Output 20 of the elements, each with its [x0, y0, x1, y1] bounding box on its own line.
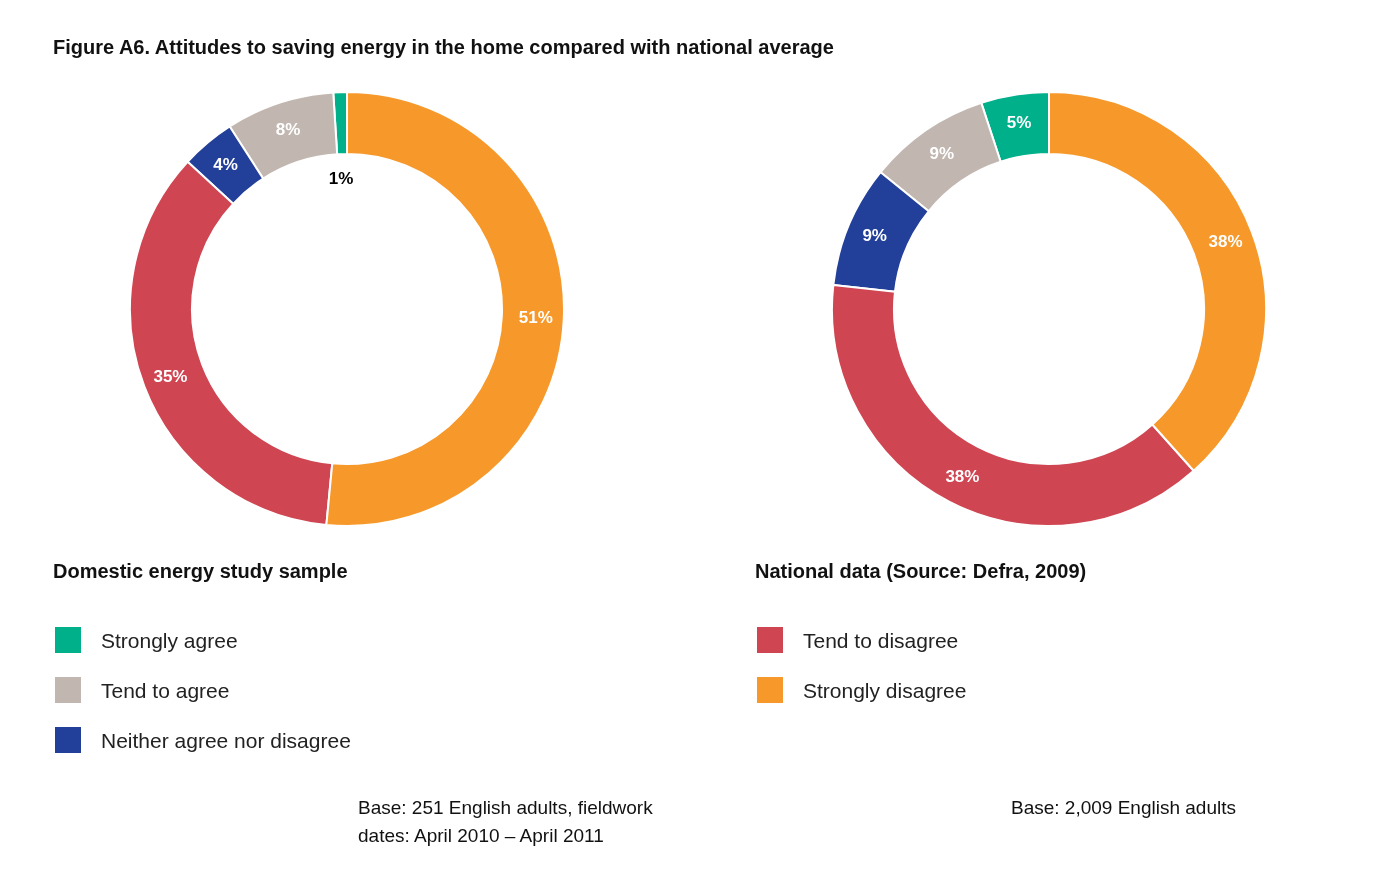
data-label: 1% — [328, 168, 354, 188]
legend-label: Strongly agree — [101, 628, 238, 652]
chart-title: Figure A6. Attitudes to saving energy in the home compared with national average — [53, 36, 834, 58]
data-label: 8% — [275, 119, 301, 139]
data-label: 51% — [518, 308, 553, 328]
slice-label: National data (Source: Defra, 2009) — [755, 560, 1087, 582]
legend-label: Strongly disagree — [803, 678, 967, 702]
data-label: 5% — [1006, 112, 1032, 132]
data-label: 4% — [213, 154, 238, 174]
data-label: 9% — [929, 143, 955, 163]
legend-label: Tend to agree — [101, 678, 230, 702]
data-label: 35% — [153, 366, 188, 386]
data-label: 38% — [945, 467, 980, 487]
slice-label: Domestic energy study sample — [53, 560, 348, 582]
text: Base: 251 English adults, fieldwork dates: April 2010 – April 2011 — [358, 796, 658, 846]
data-label: 38% — [1208, 232, 1243, 252]
legend-label: Tend to disagree — [803, 628, 959, 652]
text: Base: 2,009 English adults — [1011, 796, 1236, 818]
legend-label: Neither agree nor disagree — [101, 728, 351, 752]
data-label: 9% — [862, 226, 887, 246]
